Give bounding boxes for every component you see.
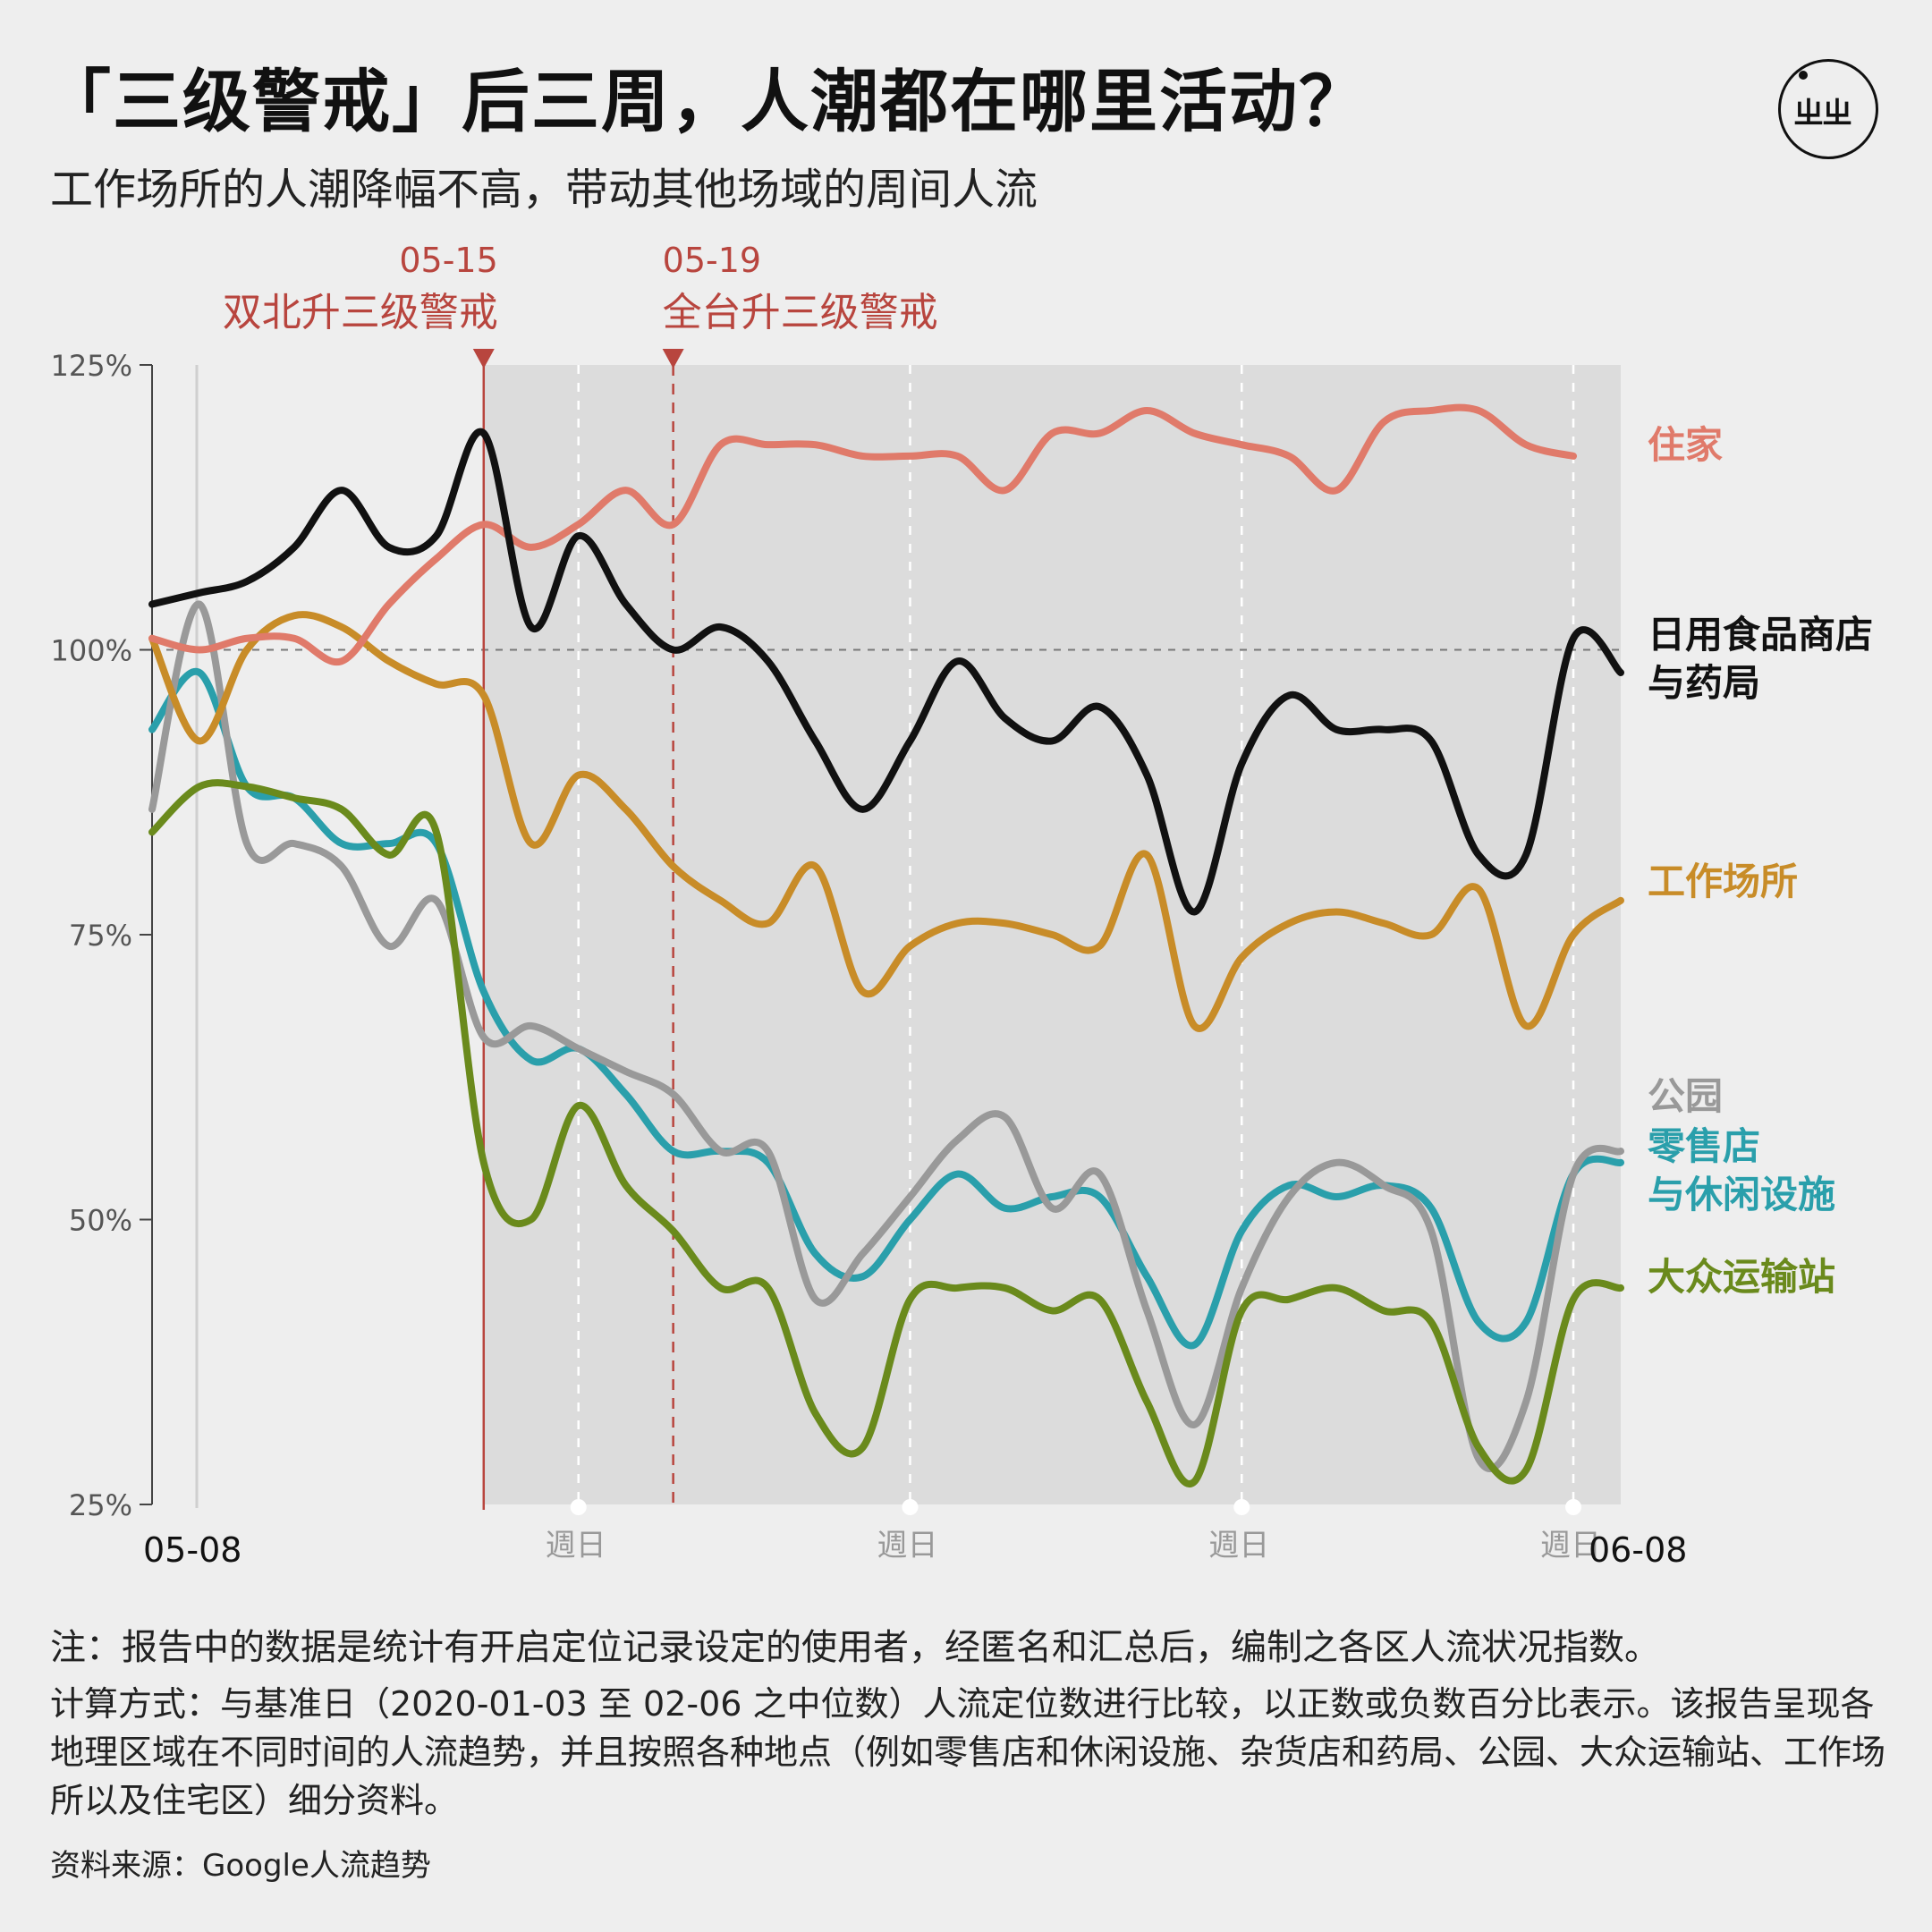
series-line (148, 403, 1578, 666)
x-tick-label-start: 05-08 (143, 1530, 242, 1570)
sunday-dot (1565, 1499, 1582, 1515)
sunday-dot (1233, 1499, 1250, 1515)
series-label: 住家 (1648, 423, 1723, 467)
logo-icon: ㄓㄓ (1778, 59, 1878, 159)
series-label: 与药局 (1648, 661, 1760, 705)
sunday-dot (902, 1499, 919, 1515)
series-label: 公园 (1648, 1074, 1723, 1118)
source-text: 资料来源：Google人流趋势 (50, 1848, 431, 1884)
series-line (148, 779, 1624, 1487)
series-line (148, 600, 1624, 1472)
sunday-label: 週日 (1208, 1528, 1269, 1563)
y-tick-label: 25% (69, 1488, 132, 1522)
series-label: 工作场所 (1648, 860, 1798, 903)
series-label: 日用食品商店 (1648, 613, 1873, 657)
series-label: 大众运输站 (1648, 1255, 1835, 1299)
notes-block: 注：报告中的数据是统计有开启定位记录设定的使用者，经匿名和汇总后，编制之各区人流… (50, 1621, 1893, 1825)
series-line (148, 428, 1624, 916)
logo-dot (1799, 71, 1808, 80)
logo-text: ㄓㄓ (1793, 96, 1852, 131)
event-marker-icon (472, 349, 495, 369)
sunday-label: 週日 (877, 1528, 937, 1563)
series-line (148, 611, 1624, 1032)
y-tick-label: 125% (51, 349, 132, 383)
sunday-label: 週日 (546, 1528, 606, 1563)
sunday-label: 週日 (1540, 1528, 1601, 1563)
chart-title: 「三级警戒」后三周，人潮都在哪里活动？ (43, 62, 1368, 141)
method-text: 计算方式：与基准日（2020-01-03 至 02-06 之中位数）人流定位数进… (50, 1684, 1886, 1820)
event-label: 双北升三级警戒 (223, 290, 498, 335)
series-label: 零售店 (1648, 1124, 1760, 1168)
event-date: 05-15 (399, 241, 497, 280)
y-tick-label: 100% (51, 634, 132, 668)
x-tick-label-end: 06-08 (1589, 1530, 1687, 1570)
series-label: 与休闲设施 (1648, 1173, 1835, 1216)
event-label: 全台升三级警戒 (663, 290, 938, 335)
event-date: 05-19 (663, 241, 761, 280)
y-tick-label: 50% (69, 1204, 132, 1238)
sunday-dot (570, 1499, 587, 1515)
event-marker-icon (662, 349, 684, 369)
line-chart: 週日 週日 週日 週日 05-15 双北升三级警戒 05-19 全台升三级警戒 125% 100%… (51, 241, 1874, 1570)
y-tick-label: 75% (69, 919, 132, 953)
chart-subtitle: 工作场所的人潮降幅不高，带动其他场域的周间人流 (50, 165, 1038, 215)
note-text: 注：报告中的数据是统计有开启定位记录设定的使用者，经匿名和汇总后，编制之各区人流… (50, 1627, 1660, 1668)
